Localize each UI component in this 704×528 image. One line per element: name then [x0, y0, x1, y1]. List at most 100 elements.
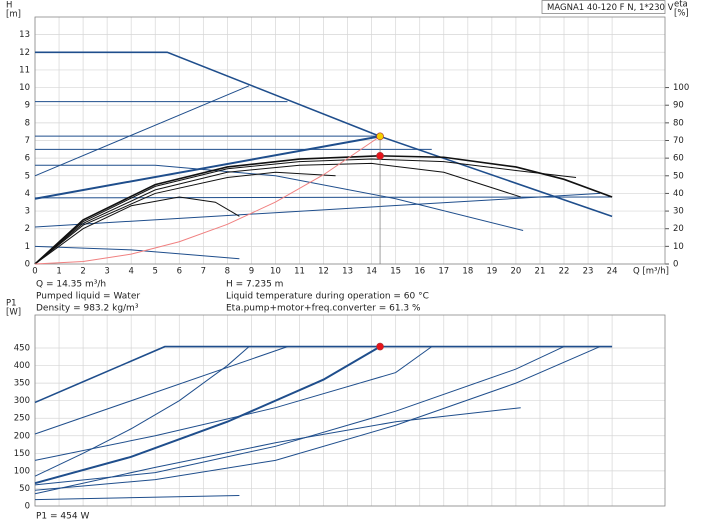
- curve: [34, 346, 601, 491]
- curve: [34, 345, 613, 404]
- curve: [34, 192, 601, 228]
- y-tick-label: 4: [25, 189, 30, 199]
- y2-axis-unit: [%]: [674, 9, 689, 19]
- curve: [34, 494, 240, 501]
- x-tick-label: 24: [607, 267, 618, 277]
- y2-tick-label: 80: [673, 118, 684, 128]
- x-tick-label: 13: [342, 267, 353, 277]
- x-tick-label: 3: [104, 267, 109, 277]
- curve: [34, 85, 250, 177]
- curve: [34, 346, 433, 461]
- y2-tick-label: 0: [673, 260, 678, 270]
- x-tick-label: 9: [249, 267, 254, 277]
- x-tick-label: 21: [535, 267, 546, 277]
- x-tick-label: 5: [153, 267, 158, 277]
- plot-frame: [34, 16, 666, 265]
- curve: [34, 171, 336, 265]
- curve: [34, 346, 565, 486]
- y-tick-label: 0: [25, 260, 30, 270]
- note: P1 = 454 W: [36, 512, 89, 522]
- info-text: Pumped liquid = Water: [36, 292, 140, 302]
- y2-tick-label: 10: [673, 242, 684, 252]
- info-text: Density = 983.2 kg/m³: [36, 304, 139, 314]
- y2-tick-label: 20: [673, 224, 684, 234]
- x-tick-label: 17: [438, 267, 449, 277]
- y-tick-label: 2: [25, 224, 30, 234]
- y-axis-label: P1: [6, 299, 17, 309]
- duty-point: [376, 132, 384, 141]
- curve: [34, 245, 240, 260]
- curve: [34, 135, 381, 200]
- info-text: Eta.pump+motor+freq.converter = 61.3 %: [226, 304, 421, 314]
- duty-point: [376, 342, 384, 351]
- plot-frame: [34, 314, 666, 507]
- x-tick-label: 0: [32, 267, 37, 277]
- curve: [34, 135, 381, 265]
- y2-tick-label: 60: [673, 154, 684, 164]
- info-text: Q = 14.35 m³/h: [36, 280, 106, 290]
- y2-tick-label: 90: [673, 101, 684, 111]
- x-tick-label: 7: [201, 267, 206, 277]
- y-tick-label: 7: [25, 136, 30, 146]
- x-tick-label: 20: [511, 267, 522, 277]
- curve: [35, 51, 613, 218]
- curve: [34, 346, 250, 477]
- y-tick-label: 200: [14, 431, 30, 441]
- info-text: H = 7.235 m: [226, 280, 283, 290]
- x-tick-label: 10: [270, 267, 281, 277]
- x-tick-label: 11: [294, 267, 305, 277]
- y2-tick-label: 30: [673, 207, 684, 217]
- y2-tick-label: 40: [673, 189, 684, 199]
- y2-tick-label: 100: [673, 83, 689, 93]
- curve: [35, 164, 524, 231]
- x-tick-label: 18: [462, 267, 473, 277]
- x-tick-label: 4: [128, 267, 133, 277]
- y-tick-label: 12: [19, 48, 30, 58]
- y-tick-label: 50: [19, 484, 30, 494]
- x-tick-label: 15: [390, 267, 401, 277]
- model-name: MAGNA1 40-120 F N, 1*230 V: [547, 3, 674, 13]
- curve: [34, 407, 521, 495]
- curve: [34, 346, 288, 435]
- info-text: Liquid temperature during operation = 60…: [226, 292, 429, 302]
- x-tick-label: 16: [414, 267, 425, 277]
- y-tick-label: 350: [14, 379, 30, 389]
- y-tick-label: 100: [14, 466, 30, 476]
- model-box: [541, 0, 666, 14]
- y-tick-label: 11: [19, 65, 30, 75]
- x-tick-label: 19: [486, 267, 497, 277]
- x-tick-label: 22: [559, 267, 570, 277]
- y-axis-unit: [W]: [6, 308, 21, 318]
- y-tick-label: 250: [14, 414, 30, 424]
- x-tick-label: 1: [56, 267, 61, 277]
- x-tick-label: 8: [225, 267, 230, 277]
- curve: [34, 162, 521, 265]
- x-tick-label: 23: [583, 267, 594, 277]
- y-axis-label: H: [6, 1, 12, 11]
- x-tick-label: 12: [318, 267, 329, 277]
- y-tick-label: 10: [19, 83, 30, 93]
- x-axis-label: Q [m³/h]: [633, 267, 669, 277]
- curve: [34, 196, 240, 265]
- y-tick-label: 450: [14, 344, 30, 354]
- y-tick-label: 150: [14, 449, 30, 459]
- y-tick-label: 0: [25, 502, 30, 512]
- y-tick-label: 3: [25, 207, 30, 217]
- y-tick-label: 5: [25, 171, 30, 181]
- y-tick-label: 9: [25, 101, 30, 111]
- y2-tick-label: 70: [673, 136, 684, 146]
- y-tick-label: 300: [14, 396, 30, 406]
- x-tick-label: 14: [366, 267, 377, 277]
- curve: [34, 345, 381, 485]
- x-tick-label: 6: [177, 267, 182, 277]
- curve: [34, 158, 577, 265]
- duty-point: [376, 152, 384, 160]
- y2-axis-label: eta: [674, 0, 688, 10]
- y-axis-unit: [m]: [6, 10, 21, 20]
- x-tick-label: 2: [80, 267, 85, 277]
- y-tick-label: 6: [25, 154, 30, 164]
- y-tick-label: 13: [19, 30, 30, 40]
- y-tick-label: 400: [14, 361, 30, 371]
- y-tick-label: 1: [25, 242, 30, 252]
